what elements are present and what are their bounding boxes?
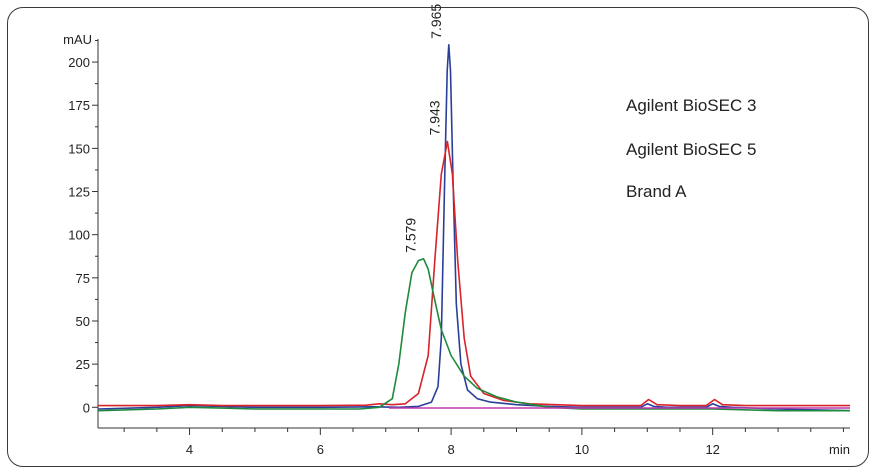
y-tick-label: 200 (68, 55, 90, 70)
y-tick-label: 150 (68, 141, 90, 156)
x-tick-label: 4 (186, 442, 193, 457)
axes (97, 39, 850, 429)
x-ticks: 4 6 8 10 12 (123, 428, 844, 457)
y-tick-label: 25 (76, 357, 90, 372)
legend-entry-brand-a: Brand A (626, 182, 687, 201)
peak-label: 7.965 (428, 4, 444, 39)
peak-label: 7.943 (426, 100, 442, 135)
x-tick-label: 12 (705, 442, 719, 457)
y-ticks: 0 25 50 75 100 125 150 175 200 (68, 39, 98, 415)
y-tick-label: 0 (83, 400, 90, 415)
x-axis-unit-label: min (829, 442, 850, 457)
y-axis-unit-label: mAU (63, 32, 92, 47)
y-tick-label: 75 (76, 271, 90, 286)
peak-labels: 7.965 7.943 7.579 (403, 4, 444, 253)
y-tick-label: 125 (68, 185, 90, 200)
x-tick-label: 8 (447, 442, 454, 457)
y-tick-label: 100 (68, 228, 90, 243)
series-layer (97, 44, 851, 412)
y-tick-label: 175 (68, 98, 90, 113)
legend-entry-agilent-biosec-5: Agilent BioSEC 5 (626, 140, 756, 159)
y-tick-label: 50 (76, 314, 90, 329)
x-tick-label: 10 (575, 442, 589, 457)
x-tick-label: 6 (317, 442, 324, 457)
peak-label: 7.579 (403, 218, 419, 253)
legend: Agilent BioSEC 3 Agilent BioSEC 5 Brand … (626, 96, 756, 201)
series-line-2 (97, 258, 850, 412)
legend-entry-agilent-biosec-3: Agilent BioSEC 3 (626, 96, 756, 115)
series-line-1 (98, 140, 850, 407)
chart-frame (7, 7, 869, 467)
